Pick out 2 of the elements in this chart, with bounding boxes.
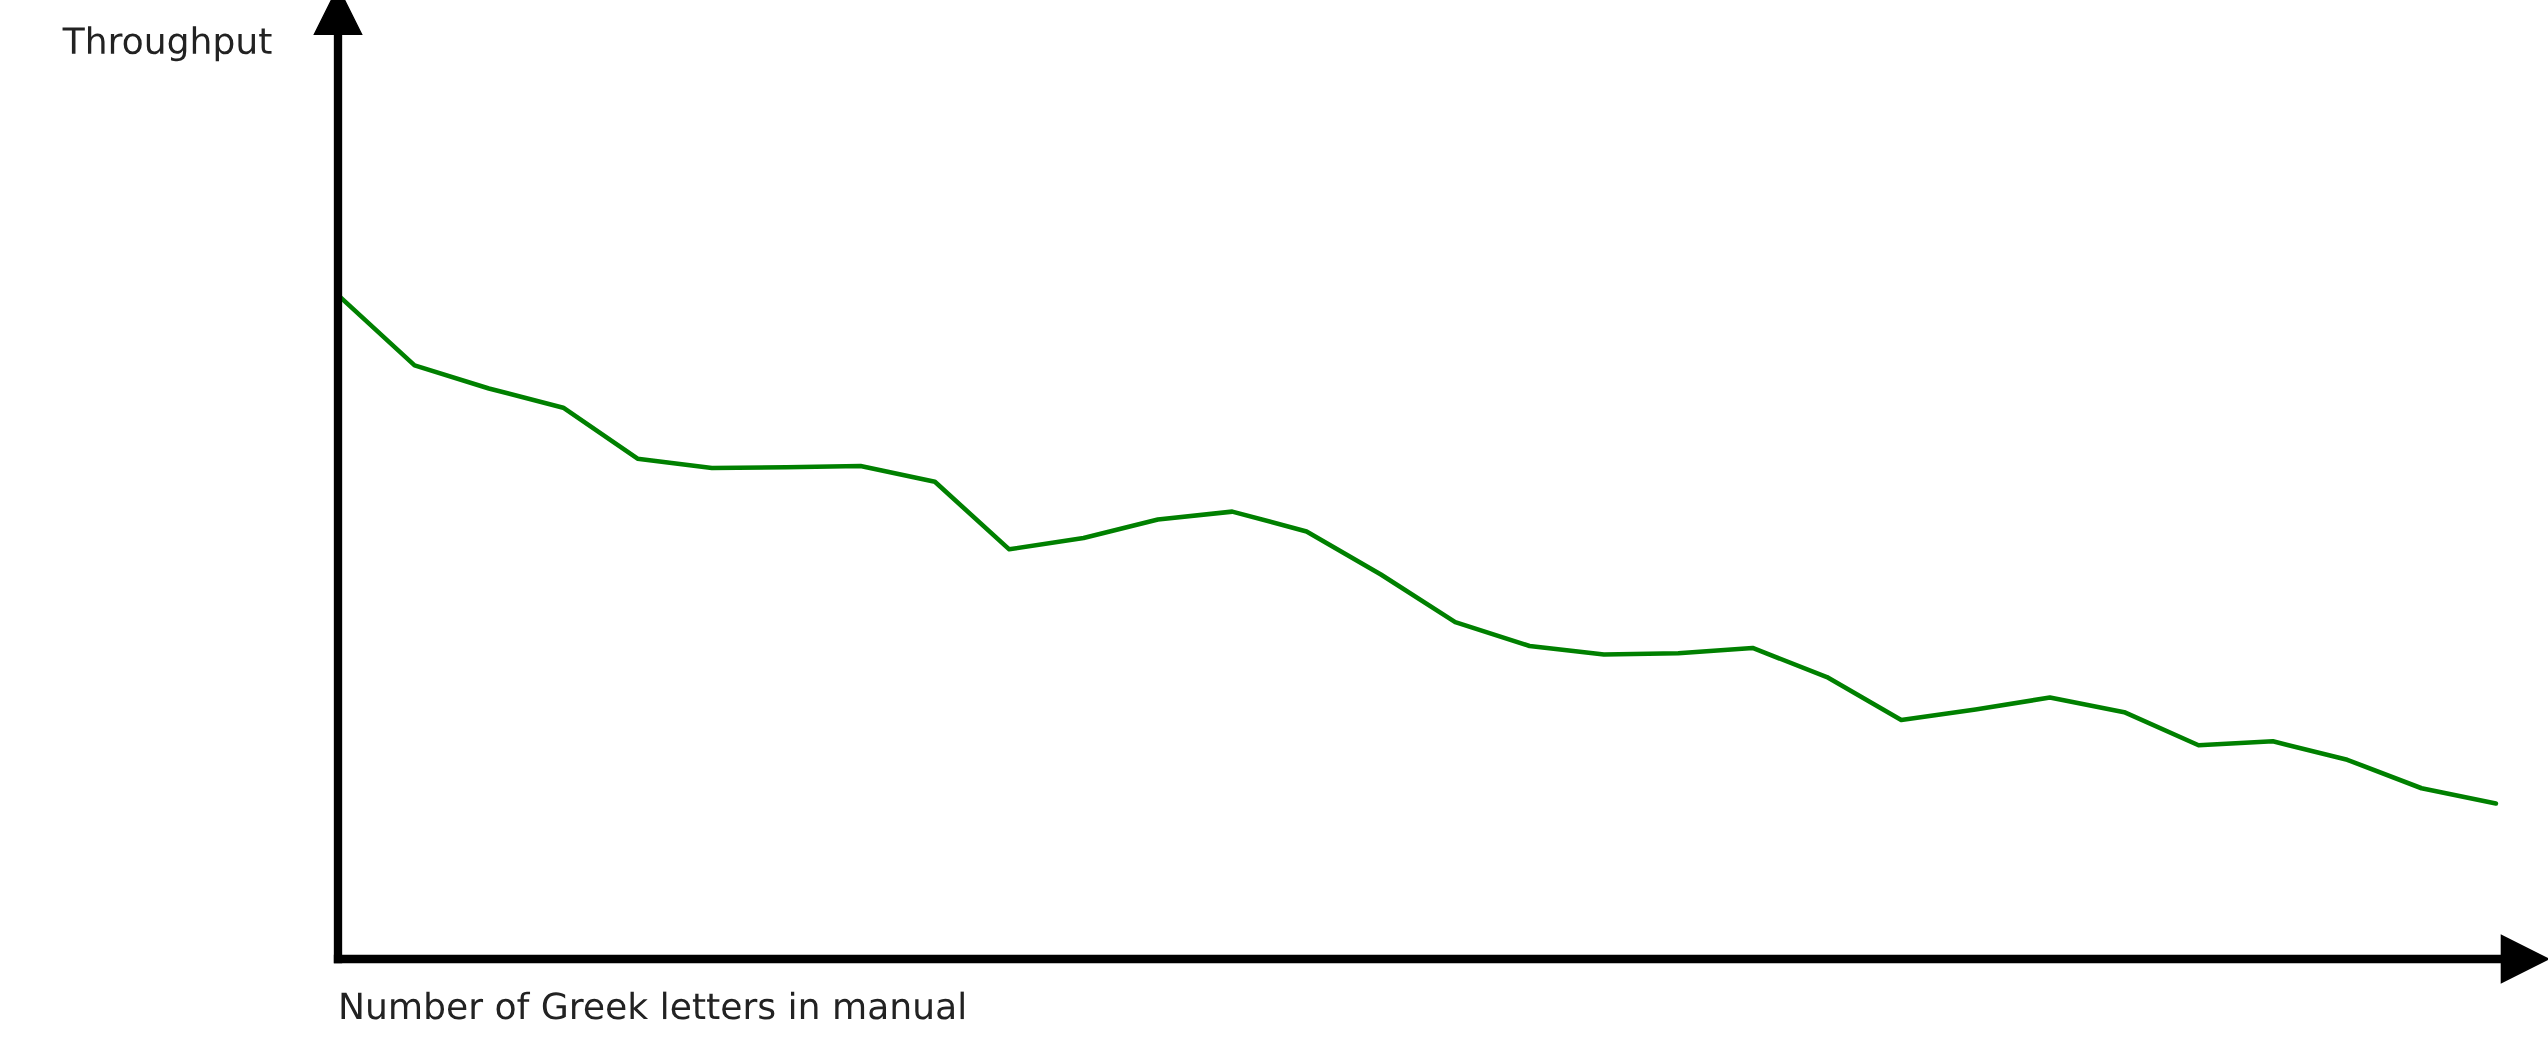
x-axis-title: Number of Greek letters in manual bbox=[341, 991, 964, 1020]
text: Throughput bbox=[62, 26, 272, 62]
